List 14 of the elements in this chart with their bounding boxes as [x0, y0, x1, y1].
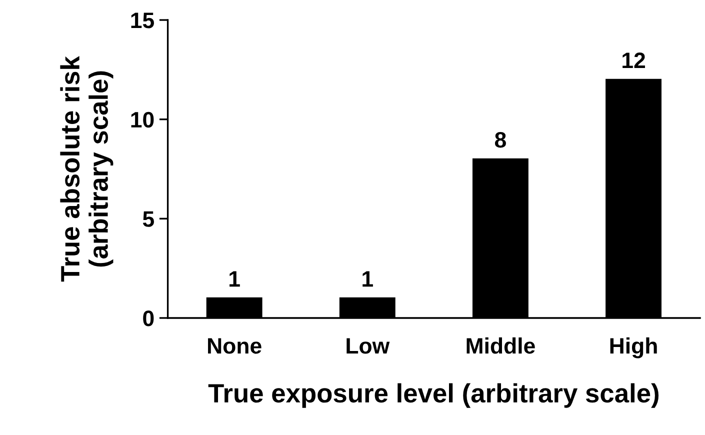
x-tick-label: Low [346, 338, 390, 354]
y-tick-label: 10 [131, 112, 154, 128]
x-tick-label: Middle [466, 337, 535, 354]
y-tick-label: 15 [131, 12, 154, 28]
data-label: 1 [362, 271, 373, 287]
x-tick-label: None [208, 338, 262, 354]
data-label: 1 [230, 271, 240, 287]
data-label: 8 [494, 132, 506, 148]
x-axis-title: True exposure level (arbitrary scale) [208, 383, 659, 408]
data-label: 12 [622, 52, 645, 68]
x-tick-label: High [610, 337, 657, 358]
y-tick-label: 0 [143, 310, 154, 326]
y-axis-title: True absolute risk (arbitrary scale) [60, 56, 114, 282]
y-tick-label: 5 [142, 211, 154, 227]
